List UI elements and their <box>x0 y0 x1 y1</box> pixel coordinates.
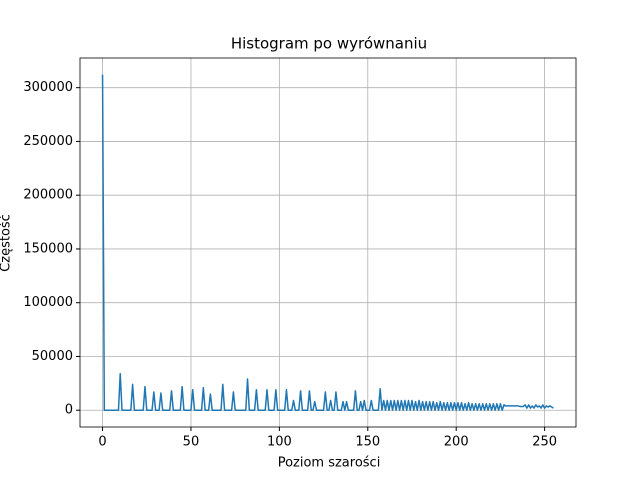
x-tick-label: 200 <box>444 435 469 450</box>
y-tick-label: 50000 <box>32 349 73 364</box>
y-tick-label: 250000 <box>23 134 73 149</box>
y-tick-label: 150000 <box>23 241 73 256</box>
chart-title: Histogram po wyrównaniu <box>231 35 427 53</box>
x-tick-label: 0 <box>98 435 106 450</box>
x-tick-label: 150 <box>355 435 380 450</box>
x-tick-label: 50 <box>183 435 200 450</box>
plot-frame <box>79 57 577 428</box>
y-tick-label: 300000 <box>23 80 73 95</box>
y-tick-label: 200000 <box>23 188 73 203</box>
y-axis-label: Częstość <box>0 214 14 272</box>
y-tick-label: 0 <box>65 403 73 418</box>
line-series <box>101 74 554 411</box>
x-tick-label: 250 <box>532 435 557 450</box>
y-tick-label: 100000 <box>23 295 73 310</box>
x-tick-label: 100 <box>267 435 292 450</box>
x-axis-label: Poziom szarości <box>278 456 381 471</box>
